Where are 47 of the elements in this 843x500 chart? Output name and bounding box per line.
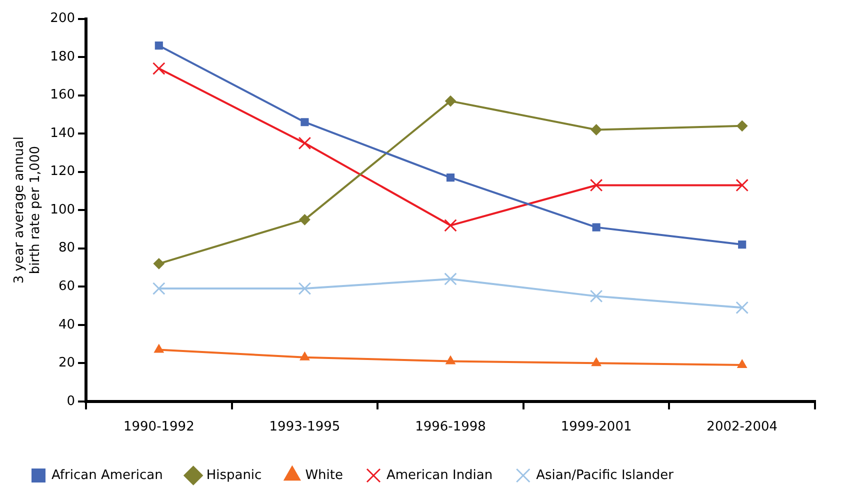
y-tick-label: 60: [58, 278, 76, 294]
y-tick-label: 140: [50, 126, 76, 141]
legend-label: Asian/Pacific Islander: [536, 468, 674, 483]
point: [299, 214, 310, 226]
point: [152, 62, 166, 75]
y-tick-label: 180: [50, 49, 76, 64]
point: [445, 96, 456, 107]
y-tick-label: 40: [58, 317, 76, 332]
point: [738, 240, 746, 249]
y-tick-label: 0: [66, 394, 76, 409]
point: [590, 290, 603, 303]
point: [153, 258, 164, 270]
y-tick-label: 120: [50, 164, 76, 180]
legend-label: Hispanic: [206, 468, 262, 483]
point: [298, 282, 312, 295]
point: [592, 223, 600, 232]
legend-label: African American: [52, 468, 163, 483]
x-tick-label: 1993-1995: [269, 420, 340, 435]
point: [444, 272, 457, 286]
y-tick-label: 80: [58, 240, 76, 256]
point: [590, 124, 602, 136]
point: [446, 174, 455, 182]
point: [591, 358, 602, 366]
point: [300, 118, 309, 126]
point: [590, 178, 603, 192]
legend-label: White: [305, 468, 343, 483]
x-tick-label: 1990-1992: [123, 420, 194, 435]
y-tick-label: 100: [50, 202, 76, 218]
y-axis-title: 3 year average annual birth rate per 1,000: [12, 136, 43, 284]
x-tick-label: 1996-1998: [415, 420, 486, 435]
point: [154, 42, 163, 50]
y-tick-label: 200: [50, 11, 76, 26]
point: [152, 282, 166, 295]
x-tick-label: 1999-2001: [560, 420, 632, 435]
point: [736, 301, 749, 314]
point: [444, 218, 457, 232]
point: [737, 360, 747, 368]
point: [736, 178, 749, 192]
point: [298, 136, 312, 150]
y-tick-label: 20: [58, 356, 76, 371]
point: [154, 344, 164, 353]
x-tick-label: 2002-2004: [706, 420, 778, 435]
y-tick-label: 160: [50, 88, 76, 103]
point: [736, 120, 748, 132]
point: [300, 352, 310, 360]
legend-label: American Indian: [386, 468, 493, 483]
point: [446, 356, 456, 364]
